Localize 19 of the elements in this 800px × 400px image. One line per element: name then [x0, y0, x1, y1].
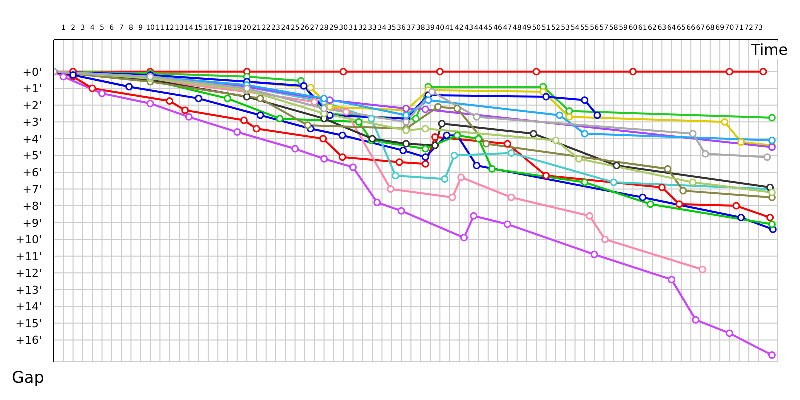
y-tick-label: +15' [16, 317, 42, 330]
y-tick-label: +10' [16, 234, 42, 247]
y-tick-label: +14' [16, 300, 42, 314]
x-axis-title: Time [749, 41, 790, 59]
y-tick-label: +5' [22, 150, 42, 163]
y-tick-label: +16' [16, 334, 42, 348]
y-tick-label: +4' [22, 132, 42, 146]
y-tick-label: +2' [22, 99, 42, 112]
y-axis-title: Gap [12, 368, 44, 387]
y-tick-label: +12' [16, 267, 42, 280]
y-tick-label: +6' [22, 166, 42, 180]
y-tick-label: +13' [16, 284, 42, 297]
y-tick-label: +8' [22, 200, 42, 214]
y-tick-label: +11' [16, 250, 42, 264]
y-tick-label: +7' [22, 183, 42, 196]
y-tick-label: +0' [22, 66, 42, 79]
y-tick-label: +9' [22, 216, 42, 230]
y-tick-label: +1' [22, 82, 42, 96]
y-tick-label: +3' [22, 116, 42, 130]
